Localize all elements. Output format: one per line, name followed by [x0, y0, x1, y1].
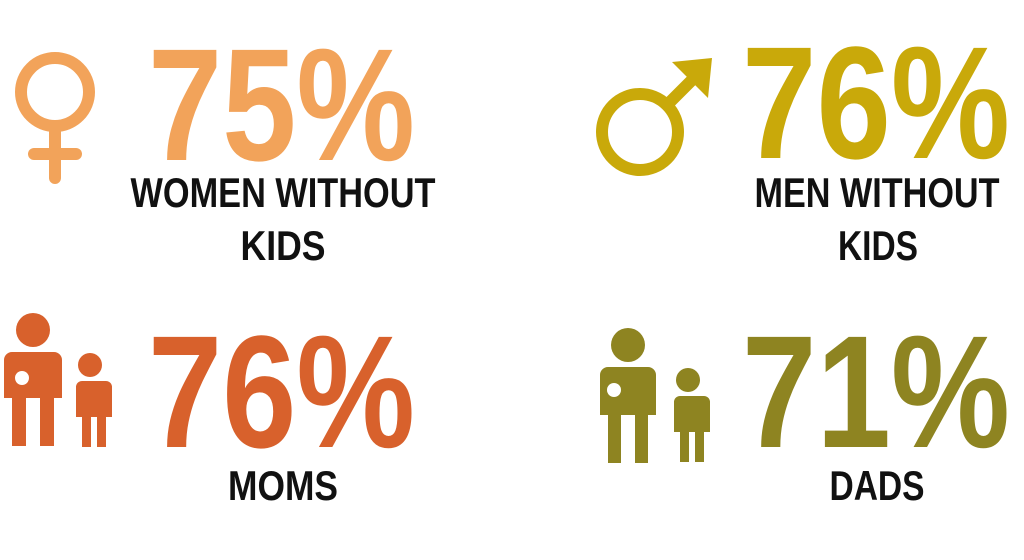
percent: 71%: [742, 302, 1010, 481]
label: KIDS: [241, 222, 326, 269]
percent: 76%: [148, 302, 415, 481]
male-icon: [596, 63, 709, 176]
mom-icon: [4, 313, 112, 447]
label: DADS: [830, 462, 925, 509]
arrow-head: [672, 58, 712, 98]
female-icon: [15, 52, 95, 184]
label: WOMEN WITHOUT: [131, 169, 436, 216]
label: MOMS: [228, 462, 338, 509]
percent: 76%: [742, 13, 1010, 192]
label: KIDS: [838, 222, 918, 269]
label: MEN WITHOUT: [755, 169, 1000, 216]
percent: 75%: [148, 15, 415, 194]
dad-icon: [600, 328, 710, 463]
